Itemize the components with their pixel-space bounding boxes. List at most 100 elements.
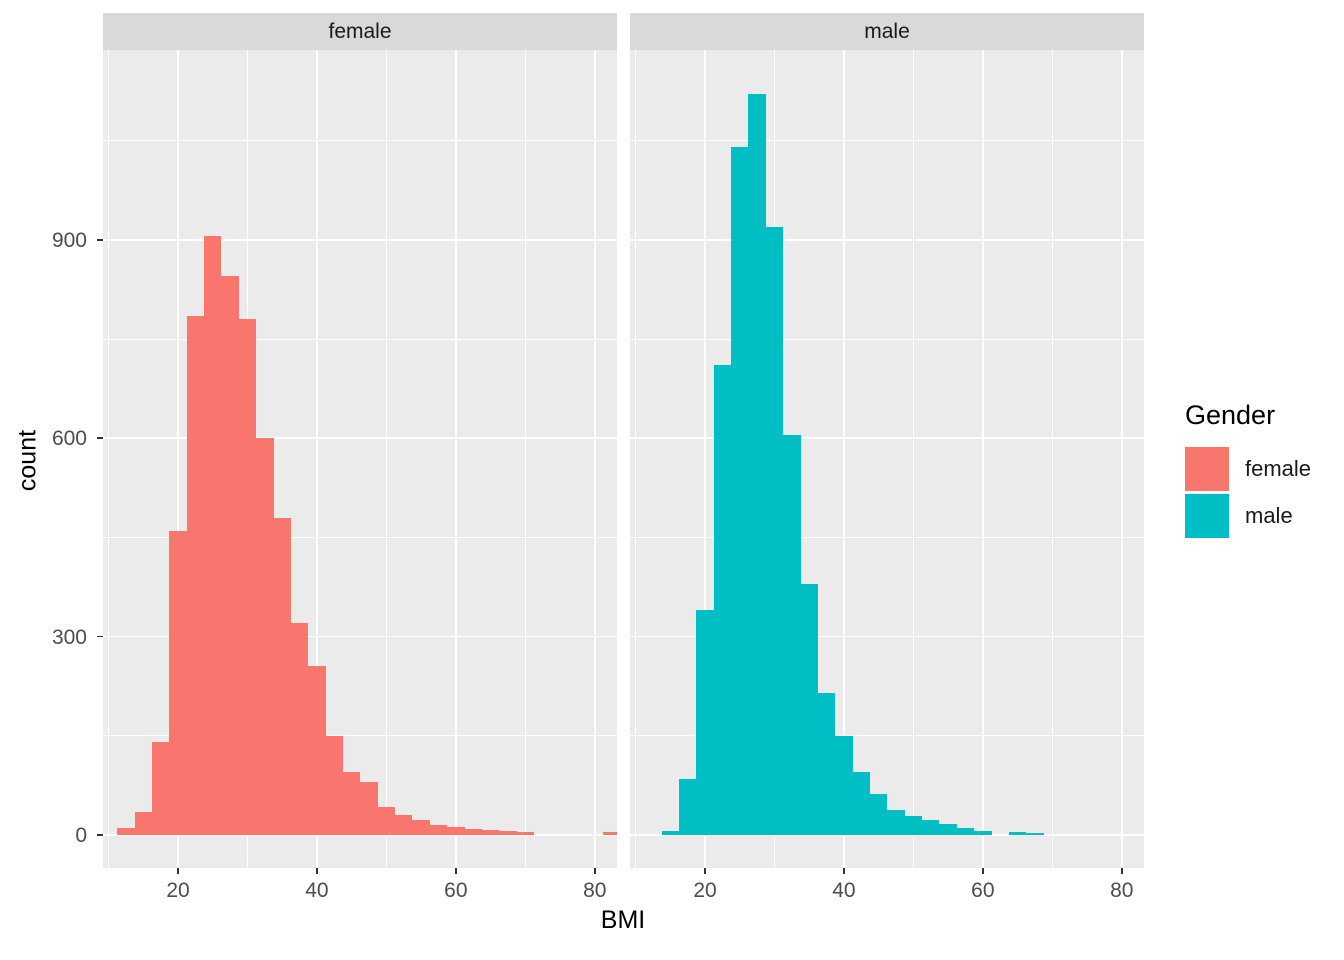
x-major-gridline — [982, 50, 984, 868]
x-minor-gridline — [1051, 50, 1053, 868]
histogram-bar — [713, 365, 732, 835]
legend-items: female male — [1185, 447, 1311, 538]
y-minor-gridline — [103, 140, 617, 141]
histogram-bar — [765, 226, 784, 835]
x-axis-tick — [316, 868, 318, 874]
facet-panel-female — [103, 50, 617, 868]
x-minor-gridline — [385, 50, 387, 868]
histogram-bar — [238, 319, 257, 835]
y-axis-tick — [97, 834, 103, 836]
y-axis-tick — [97, 437, 103, 439]
histogram-bar — [169, 530, 187, 835]
histogram-bar — [731, 147, 749, 835]
x-major-gridline — [843, 50, 845, 868]
legend-label: male — [1245, 503, 1293, 528]
histogram-bar — [1026, 832, 1044, 835]
histogram-bar — [464, 828, 482, 835]
histogram-bar — [748, 94, 766, 835]
y-minor-gridline — [630, 735, 1144, 737]
y-axis-tick — [97, 239, 103, 241]
histogram-bar — [904, 816, 923, 835]
histogram-bar — [800, 583, 818, 835]
x-minor-gridline — [635, 50, 636, 868]
male-swatch — [1185, 494, 1229, 538]
y-minor-gridline — [103, 536, 617, 538]
histogram-bar — [342, 772, 361, 835]
x-axis-title: BMI — [600, 906, 646, 934]
histogram-bar — [1008, 832, 1027, 835]
x-axis-tick-label: 60 — [444, 879, 468, 902]
histogram-bar — [308, 666, 326, 835]
y-major-gridline — [630, 635, 1144, 638]
y-major-gridline — [630, 437, 1144, 439]
x-axis-tick-label: 40 — [832, 879, 856, 902]
x-axis-tick-label: 80 — [583, 879, 607, 902]
histogram-bar — [852, 772, 870, 835]
histogram-bar — [783, 434, 801, 835]
y-axis-tick-label: 600 — [51, 427, 87, 451]
y-major-gridline — [103, 834, 617, 836]
histogram-bar — [360, 782, 378, 835]
facet-strip-male: male — [630, 13, 1144, 50]
x-minor-gridline — [108, 50, 109, 868]
x-axis-tick — [177, 868, 179, 874]
histogram-bar — [395, 815, 413, 835]
histogram-bar — [204, 236, 222, 835]
histogram-bar — [603, 832, 617, 835]
histogram-bar — [134, 811, 152, 835]
histogram-bar — [922, 820, 940, 835]
histogram-bar — [835, 735, 853, 835]
histogram-bar — [429, 825, 448, 835]
legend-item-female: female — [1185, 447, 1311, 491]
histogram-bar — [290, 623, 309, 835]
x-axis-tick-label: 60 — [971, 879, 995, 902]
histogram-bar — [151, 742, 170, 835]
facet-strip-female: female — [103, 13, 617, 50]
y-minor-gridline — [630, 140, 1144, 141]
y-axis-tick-label: 300 — [51, 625, 87, 649]
y-minor-gridline — [103, 338, 617, 340]
x-major-gridline — [316, 50, 318, 868]
histogram-bar — [256, 438, 274, 835]
histogram-bar — [186, 315, 205, 835]
legend-item-male: male — [1185, 494, 1311, 538]
histogram-bar — [939, 824, 957, 835]
y-axis-tick — [97, 635, 103, 638]
x-axis-tick-label: 20 — [693, 879, 717, 902]
y-axis-tick-label: 0 — [75, 823, 87, 847]
y-minor-gridline — [630, 338, 1144, 340]
x-axis-tick — [455, 868, 457, 874]
y-minor-gridline — [103, 735, 617, 737]
x-major-gridline — [594, 50, 596, 868]
x-axis-tick — [1121, 868, 1123, 874]
histogram-bar — [956, 828, 975, 835]
x-major-gridline — [704, 50, 706, 868]
histogram-bar — [661, 830, 679, 835]
histogram-bar — [117, 828, 135, 835]
female-swatch — [1185, 447, 1229, 491]
histogram-bar — [974, 830, 992, 835]
x-axis-tick-label: 80 — [1110, 879, 1134, 902]
y-axis-title: count — [13, 429, 42, 492]
histogram-bar — [377, 807, 396, 835]
histogram-bar — [499, 830, 517, 835]
y-major-gridline — [103, 239, 617, 241]
histogram-bar — [273, 517, 291, 835]
x-axis-tick — [843, 868, 845, 874]
y-major-gridline — [630, 239, 1144, 241]
histogram-bar — [221, 276, 239, 835]
x-axis-tick — [704, 868, 706, 874]
x-major-gridline — [1121, 50, 1123, 868]
histogram-bar — [869, 793, 888, 835]
y-major-gridline — [103, 437, 617, 439]
x-axis-tick-label: 20 — [166, 879, 190, 902]
x-major-gridline — [455, 50, 457, 868]
y-axis-tick-label: 900 — [51, 228, 87, 252]
x-minor-gridline — [524, 50, 526, 868]
histogram-bar — [481, 830, 500, 835]
y-major-gridline — [630, 834, 1144, 836]
histogram-bar — [817, 692, 836, 835]
histogram-bar — [325, 735, 343, 835]
histogram-bar — [447, 827, 465, 835]
